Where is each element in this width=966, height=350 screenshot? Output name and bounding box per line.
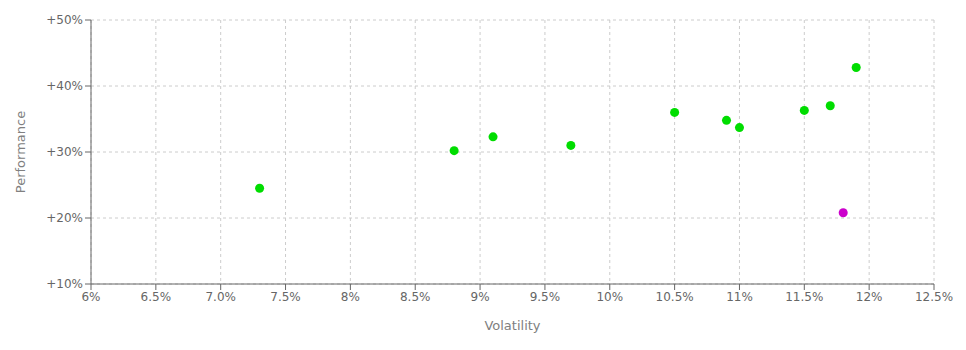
svg-text:+40%: +40% [46,79,83,93]
svg-text:8.5%: 8.5% [400,290,431,304]
svg-text:6%: 6% [81,290,100,304]
svg-text:+50%: +50% [46,13,83,27]
svg-text:9.5%: 9.5% [530,290,561,304]
svg-text:6.5%: 6.5% [141,290,172,304]
svg-text:+30%: +30% [46,145,83,159]
svg-text:Volatility: Volatility [484,318,540,333]
svg-text:+10%: +10% [46,277,83,291]
svg-text:9%: 9% [471,290,490,304]
svg-text:+20%: +20% [46,211,83,225]
svg-text:10%: 10% [596,290,623,304]
svg-text:12.5%: 12.5% [915,290,953,304]
svg-text:11%: 11% [726,290,753,304]
svg-text:8%: 8% [341,290,360,304]
svg-text:Performance: Performance [13,111,28,193]
svg-text:11.5%: 11.5% [785,290,823,304]
svg-text:7.5%: 7.5% [270,290,301,304]
svg-text:7.0%: 7.0% [205,290,236,304]
svg-text:10.5%: 10.5% [656,290,694,304]
svg-text:12%: 12% [856,290,883,304]
